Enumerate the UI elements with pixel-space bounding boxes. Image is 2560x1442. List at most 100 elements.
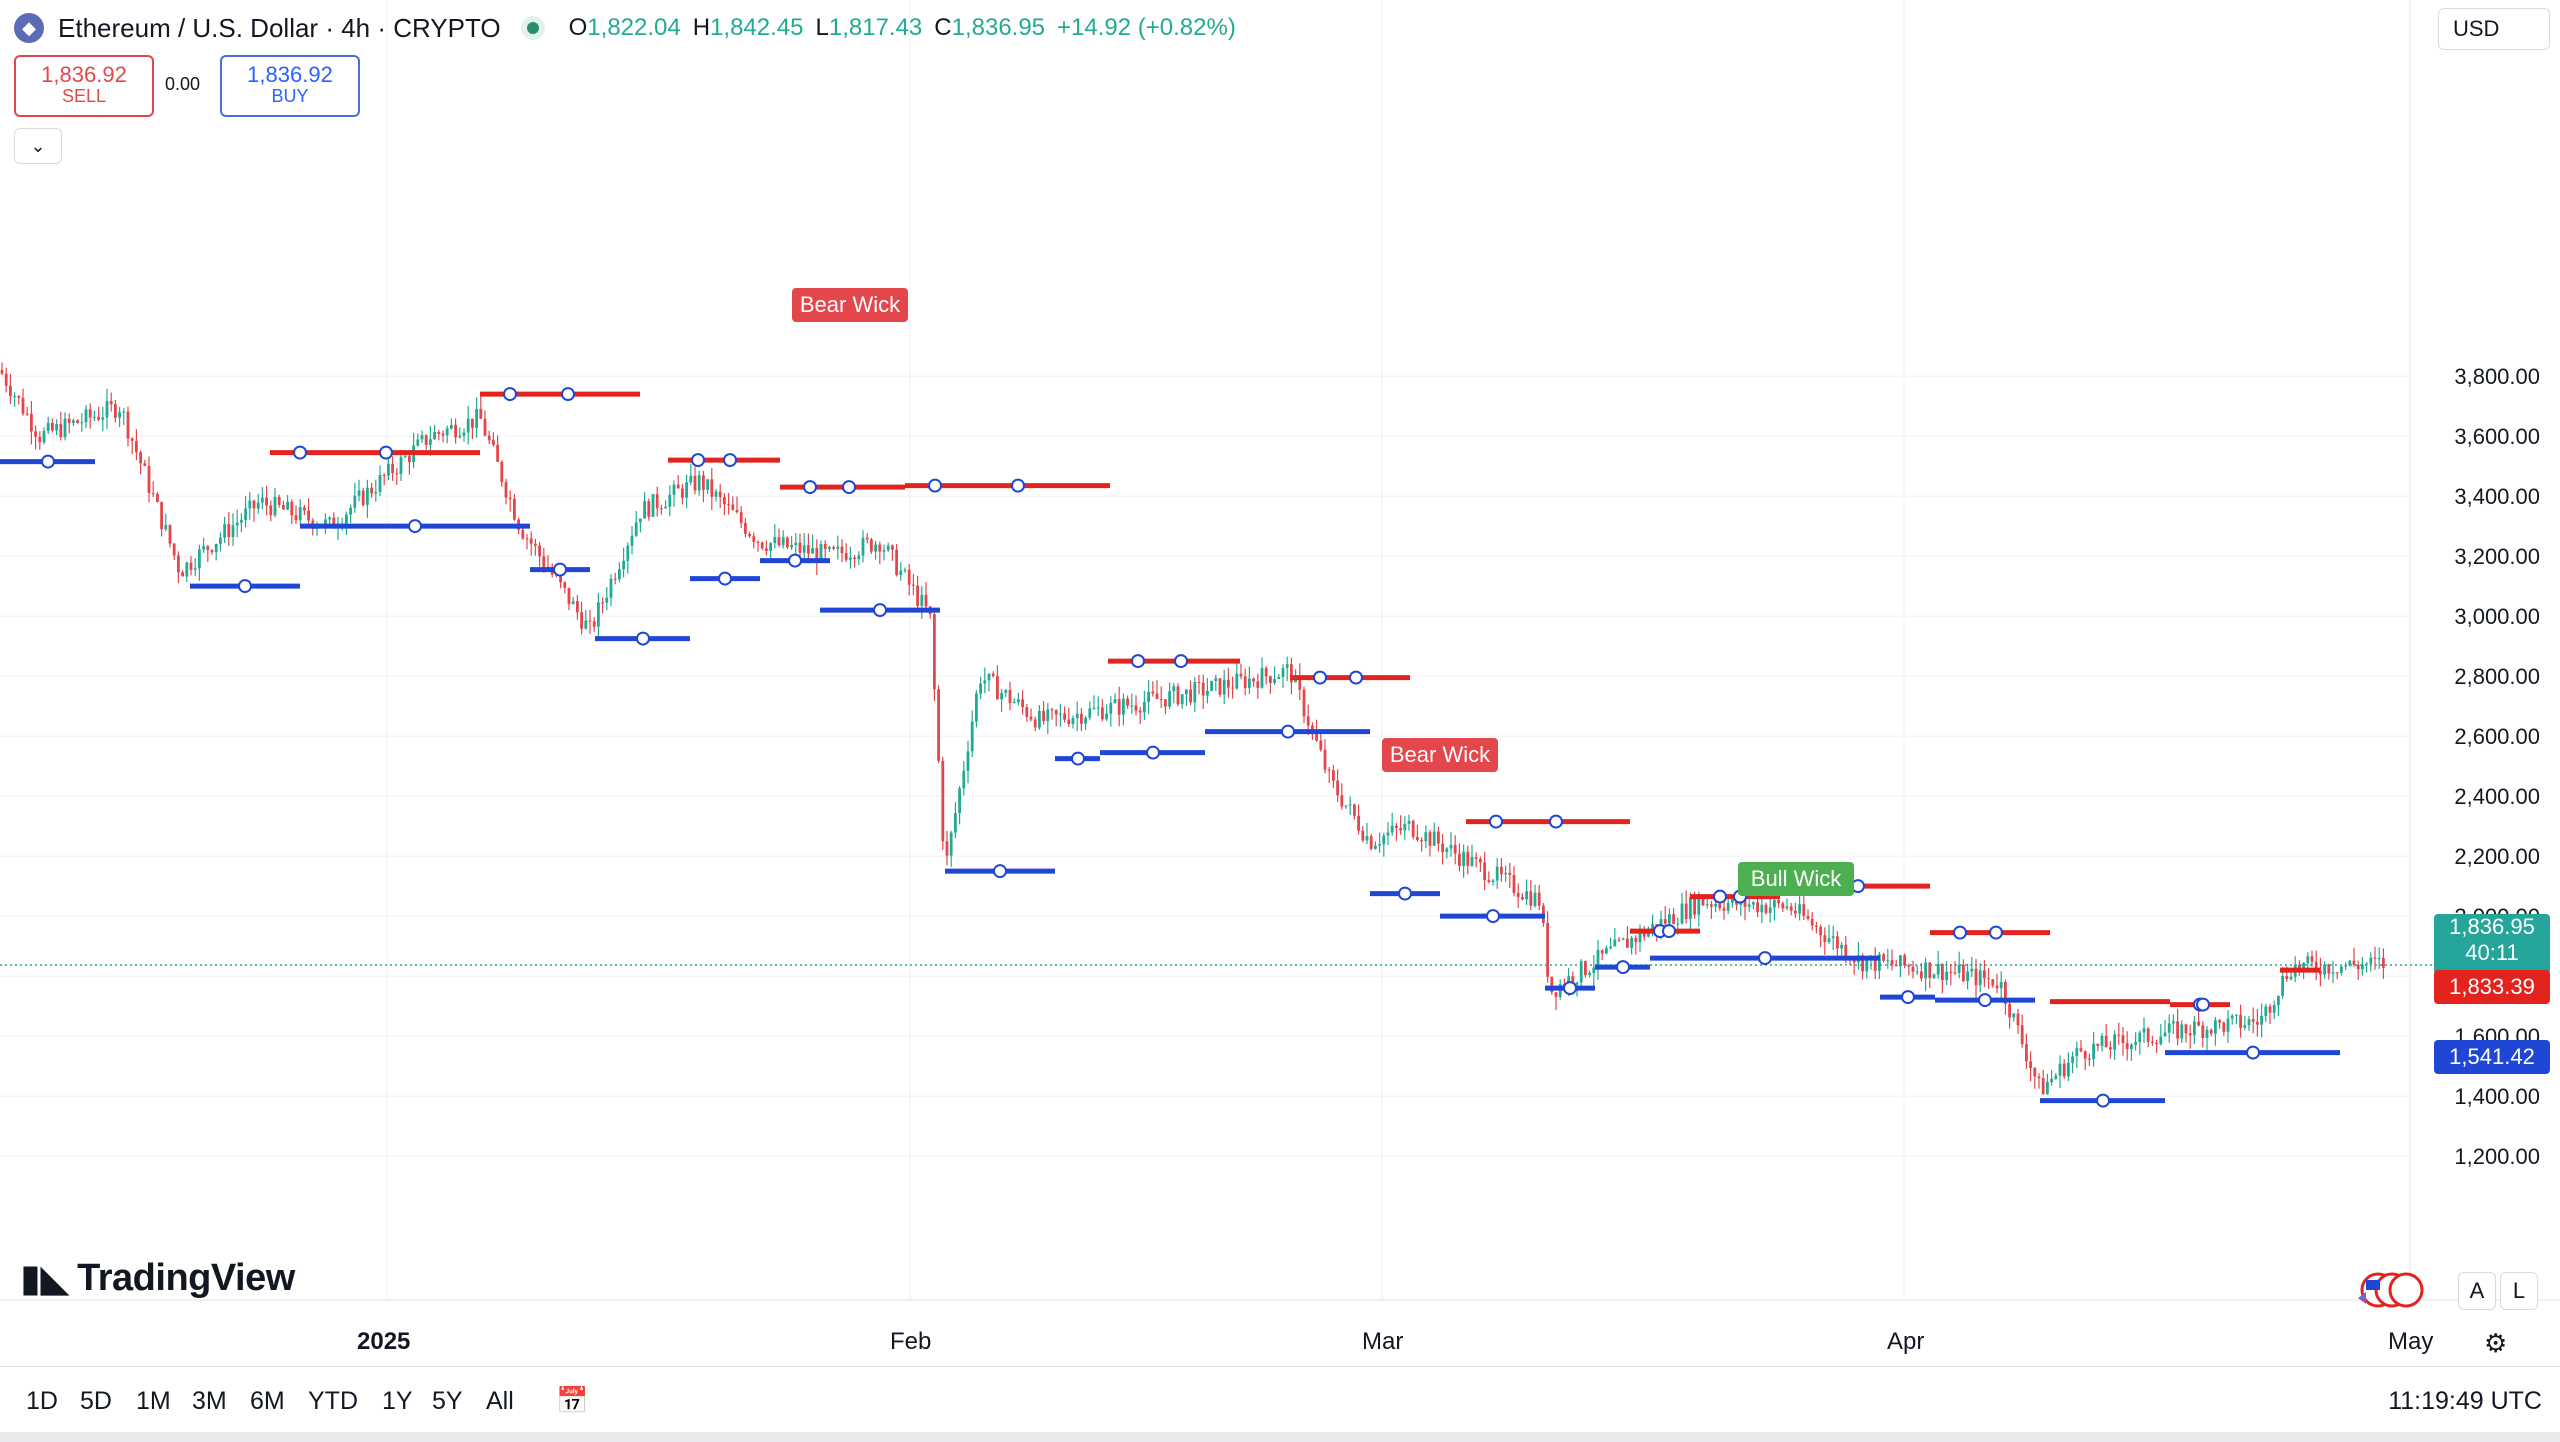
candle-body bbox=[1487, 880, 1491, 883]
chevron-down-icon[interactable]: ⌄ bbox=[14, 128, 62, 164]
candle-body bbox=[958, 788, 961, 814]
range-1d[interactable]: 1D bbox=[26, 1387, 58, 1415]
candle-body bbox=[2310, 956, 2314, 962]
ethereum-icon: ◆ bbox=[14, 13, 44, 43]
candle-body bbox=[1882, 954, 1885, 961]
candle-body bbox=[996, 676, 999, 700]
xaxis-label-apr: Apr bbox=[1887, 1328, 1925, 1355]
candle-body bbox=[2029, 1061, 2032, 1069]
log-scale-button[interactable]: L bbox=[2500, 1272, 2538, 1310]
gear-icon[interactable]: ⚙ bbox=[2484, 1328, 2508, 1358]
candle-body bbox=[34, 431, 37, 437]
candle-body bbox=[2167, 1023, 2171, 1033]
level-marker bbox=[993, 864, 1007, 879]
candle-body bbox=[828, 547, 831, 550]
candle-body bbox=[605, 597, 609, 603]
candle-body bbox=[1210, 681, 1213, 691]
candle-body bbox=[1764, 904, 1768, 914]
candle-body bbox=[651, 494, 655, 517]
candle-body bbox=[773, 537, 777, 544]
range-1m[interactable]: 1M bbox=[136, 1387, 171, 1415]
candle-body bbox=[706, 479, 709, 490]
candle-body bbox=[991, 673, 995, 677]
candle-body bbox=[378, 474, 382, 493]
candle-body bbox=[802, 545, 806, 553]
candle-body bbox=[2377, 957, 2381, 959]
level-marker bbox=[1313, 670, 1327, 685]
symbol-title[interactable]: Ethereum / U.S. Dollar · 4h · CRYPTO bbox=[58, 12, 501, 43]
price-chart[interactable]: 3,800.00 3,600.00 3,400.00 3,200.00 3,000.00… bbox=[0, 0, 2560, 1366]
tradingview-logo[interactable]: ▮◣ TradingView bbox=[20, 1257, 295, 1300]
candle-body bbox=[739, 512, 743, 523]
candle-body bbox=[1407, 820, 1411, 824]
level-marker bbox=[1011, 478, 1025, 493]
candle-body bbox=[1491, 880, 1495, 883]
range-5y[interactable]: 5Y bbox=[432, 1387, 463, 1415]
candle-body bbox=[189, 562, 193, 570]
candle-body bbox=[714, 491, 718, 497]
candle-body bbox=[416, 439, 420, 446]
candle-body bbox=[1546, 922, 1549, 977]
calendar-goto-icon[interactable]: 📅 bbox=[556, 1385, 589, 1415]
range-1y[interactable]: 1Y bbox=[382, 1387, 413, 1415]
candle-body bbox=[1495, 866, 1499, 881]
candle-body bbox=[307, 510, 310, 521]
candle-body bbox=[256, 502, 260, 509]
range-ytd[interactable]: YTD bbox=[308, 1387, 358, 1415]
candle-body bbox=[1239, 673, 1243, 677]
range-5d[interactable]: 5D bbox=[80, 1387, 112, 1415]
range-6m[interactable]: 6M bbox=[250, 1387, 285, 1415]
candle-body bbox=[2092, 1043, 2095, 1059]
range-3m[interactable]: 3M bbox=[192, 1387, 227, 1415]
candle-body bbox=[1701, 898, 1705, 906]
candle-body bbox=[886, 545, 890, 551]
candle-body bbox=[731, 504, 735, 510]
candle-body bbox=[2272, 1005, 2276, 1013]
candle-body bbox=[269, 505, 273, 516]
sell-button[interactable]: 1,836.92 SELL bbox=[14, 55, 154, 117]
candle-body bbox=[1890, 960, 1894, 965]
candle-body bbox=[1915, 971, 1919, 973]
candle-body bbox=[2041, 1078, 2045, 1095]
candle-body bbox=[1634, 937, 1638, 943]
buy-button[interactable]: 1,836.92 BUY bbox=[220, 55, 360, 117]
candle-body bbox=[811, 548, 814, 554]
level-marker bbox=[1489, 814, 1503, 829]
auto-scale-button[interactable]: A bbox=[2458, 1272, 2496, 1310]
candle-body bbox=[42, 430, 46, 443]
candle-body bbox=[122, 411, 126, 413]
candle-body bbox=[878, 544, 882, 552]
candle-body bbox=[937, 689, 940, 761]
candle-body bbox=[1466, 851, 1470, 866]
bear-wick-label: Bear Wick bbox=[792, 288, 908, 322]
candle-body bbox=[1710, 904, 1713, 907]
candle-body bbox=[1819, 926, 1822, 936]
candle-body bbox=[248, 500, 252, 509]
candle-body bbox=[2025, 1044, 2028, 1062]
candle-body bbox=[382, 474, 386, 476]
candle-body bbox=[2163, 1032, 2167, 1037]
level-marker bbox=[1616, 960, 1630, 975]
candle-body bbox=[126, 411, 130, 439]
candle-body bbox=[1449, 844, 1453, 849]
candle-body bbox=[1206, 690, 1209, 696]
xaxis-label-may: May bbox=[2388, 1328, 2434, 1355]
candle-body bbox=[924, 594, 928, 607]
level-marker bbox=[1398, 886, 1412, 901]
bottom-divider bbox=[0, 1432, 2560, 1442]
candle-body bbox=[328, 517, 331, 520]
candle-body bbox=[567, 587, 571, 605]
candle-body bbox=[30, 413, 33, 432]
events-flags-icon[interactable] bbox=[2358, 1270, 2430, 1310]
candle-body bbox=[1500, 866, 1503, 875]
candle-body bbox=[1138, 710, 1142, 713]
candle-body bbox=[676, 484, 680, 489]
currency-selector[interactable]: USD bbox=[2438, 8, 2550, 50]
utc-clock[interactable]: 11:19:49 UTC bbox=[2388, 1387, 2542, 1415]
candle-body bbox=[760, 542, 764, 549]
candle-body bbox=[277, 496, 281, 505]
candle-body bbox=[2281, 976, 2284, 996]
candle-body bbox=[1508, 872, 1512, 875]
candle-body bbox=[366, 487, 369, 505]
range-all[interactable]: All bbox=[486, 1387, 514, 1415]
